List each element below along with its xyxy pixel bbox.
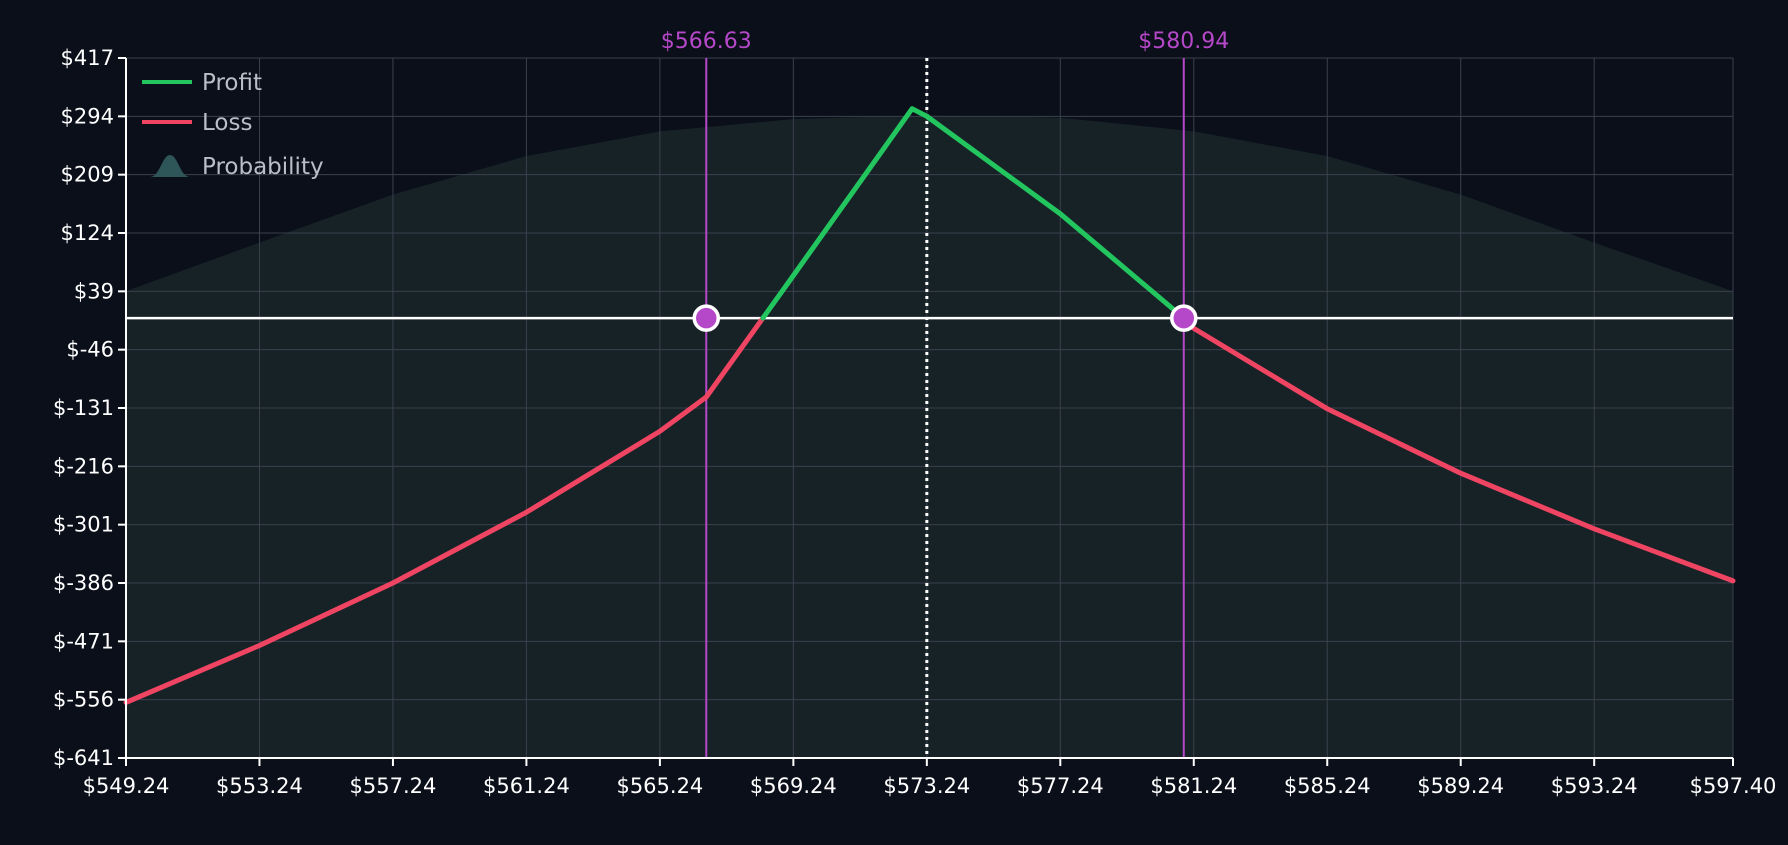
x-tick-label-7: $577.24 [1017,774,1104,798]
profit-segment-1 [760,106,1187,321]
x-tick-label-1: $553.24 [216,774,303,798]
y-tick-label-1: $294 [61,104,114,128]
y-tick-label-8: $-301 [53,513,114,537]
breakeven-marker-0 [692,304,721,332]
y-tick-label-4: $39 [74,279,114,303]
x-tick-label-2: $557.24 [350,774,437,798]
y-tick-label-5: $-46 [66,338,114,362]
y-tick-label-10: $-471 [53,629,114,653]
y-tick-label-7: $-216 [53,454,114,478]
y-tick-label-0: $417 [61,46,114,70]
x-tick-label-9: $585.24 [1284,774,1371,798]
x-tick-label-5: $569.24 [750,774,837,798]
y-tick-label-6: $-131 [53,396,114,420]
y-tick-label-3: $124 [61,221,114,245]
loss-segment-0 [123,315,766,705]
reference-lines: $566.63 $580.94 [126,29,1733,758]
axes: $417 $294 $209 $124 $39 $-46 $-131 $-216 $-301 $-… [53,46,1776,798]
breakeven-label-1: $580.94 [1138,29,1229,54]
legend-label-loss: Loss [202,110,252,136]
x-tick-label-6: $573.24 [883,774,970,798]
x-tick-label-10: $589.24 [1417,774,1504,798]
probability-layer [126,115,1733,758]
y-tick-label-11: $-556 [53,688,114,712]
legend-label-probability: Probability [202,154,324,180]
probability-area [126,115,1733,758]
y-tick-label-2: $209 [61,163,114,187]
legend-label-profit: Profit [202,70,262,96]
y-tick-label-9: $-386 [53,571,114,595]
breakeven-label-0: $566.63 [661,29,752,54]
x-tick-label-8: $581.24 [1150,774,1237,798]
x-tick-label-0: $549.24 [83,774,170,798]
x-tick-label-11: $593.24 [1551,774,1638,798]
breakeven-marker-1 [1170,304,1198,332]
x-tick-label-12: $597.40 [1690,774,1777,798]
x-tick-label-3: $561.24 [483,774,570,798]
legend: Profit Loss Probability [142,70,324,180]
x-tick-label-4: $565.24 [616,774,703,798]
breakeven-markers [692,304,1198,332]
y-tick-label-12: $-641 [53,746,114,770]
legend-swatch-probability-icon [150,155,190,177]
